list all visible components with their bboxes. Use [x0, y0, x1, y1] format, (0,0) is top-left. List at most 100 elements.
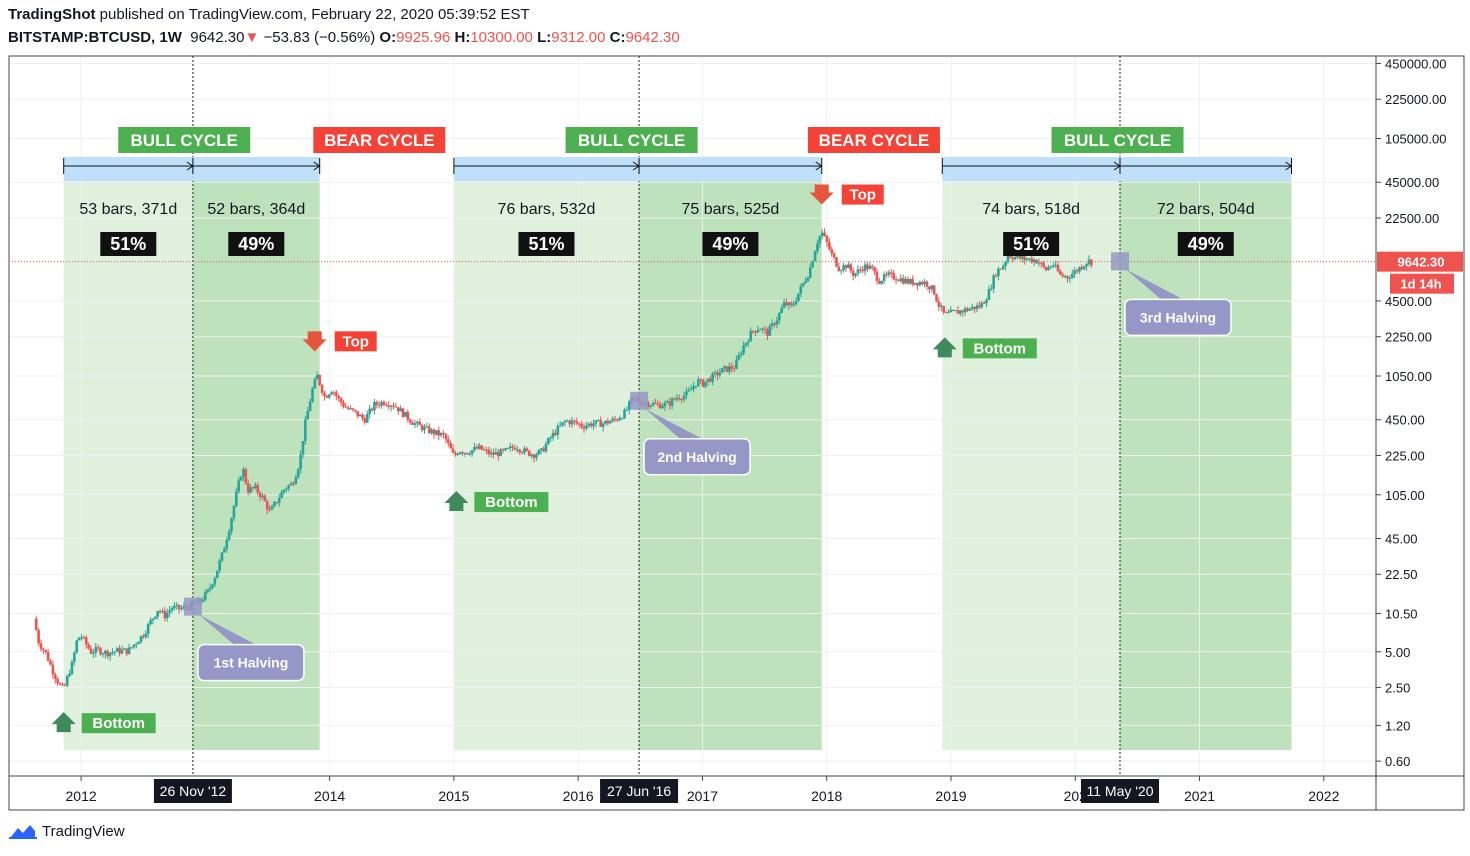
candle-body: [389, 405, 393, 407]
candle-body: [123, 648, 126, 650]
candle-body: [570, 420, 574, 425]
candle-body: [999, 268, 1003, 270]
candle-body: [1082, 266, 1086, 270]
candle-body: [466, 452, 469, 455]
candle-body: [825, 235, 829, 242]
candle-body: [516, 449, 519, 451]
countdown-label: 1d 14h: [1400, 277, 1441, 292]
candle-body: [851, 270, 855, 276]
candle-body: [789, 302, 793, 305]
candle-body: [292, 483, 295, 485]
candle-body: [70, 661, 74, 674]
candle-body: [46, 651, 50, 661]
x-tick-label: 2022: [1308, 788, 1339, 804]
candle-body: [435, 430, 438, 435]
candle-body: [718, 372, 722, 376]
candle-body: [1073, 270, 1076, 274]
candle-body: [358, 414, 362, 417]
author-name[interactable]: TradingShot: [8, 6, 96, 23]
candle-body: [792, 304, 795, 306]
pct-text: 51%: [528, 234, 564, 254]
candle-body: [258, 492, 262, 498]
candle-body: [699, 379, 703, 381]
candle-body: [346, 407, 350, 410]
candle-body: [1070, 273, 1074, 279]
candle-body: [485, 449, 488, 451]
candle-body: [349, 408, 352, 410]
candle-body: [894, 278, 898, 281]
cycle-label-bull: [1051, 127, 1184, 153]
candle-body: [132, 644, 136, 648]
x-tick-label: 2016: [563, 788, 594, 804]
candle-body: [335, 392, 338, 396]
y-tick-label: 1.20: [1385, 718, 1410, 733]
candle-body: [918, 282, 922, 286]
halving-pointer: [1125, 269, 1183, 300]
candle-body: [563, 421, 567, 423]
candle-body: [356, 411, 360, 417]
cycle-zone-dark: [1119, 180, 1292, 750]
candle-body: [901, 278, 905, 284]
candle-body: [970, 306, 974, 309]
bottom-label: [474, 492, 549, 513]
candle-body: [527, 450, 531, 456]
candle-body: [542, 448, 545, 452]
candle-body: [446, 439, 450, 444]
candle-body: [220, 552, 224, 561]
candle-body: [594, 420, 598, 424]
tradingview-logo[interactable]: TradingView: [8, 822, 125, 840]
arrow-right-icon: [815, 161, 823, 171]
candle-body: [418, 421, 421, 425]
halving-text: 3rd Halving: [1140, 309, 1216, 325]
brand-name: TradingView: [42, 822, 125, 840]
candle-body: [954, 310, 957, 312]
measure-text: 76 bars, 532d: [498, 201, 596, 218]
candle-body: [44, 650, 48, 652]
candle-body: [449, 443, 452, 449]
cycle-label-bear: [807, 127, 940, 153]
candle-body: [939, 305, 943, 307]
candle-body: [256, 485, 260, 493]
symbol-label[interactable]: BITSTAMP:BTCUSD, 1W: [8, 29, 182, 46]
candle-body: [80, 637, 83, 639]
candle-body: [463, 452, 467, 454]
candle-body: [835, 257, 838, 267]
halving-callout: [1124, 298, 1232, 337]
candle-body: [218, 560, 221, 571]
candle-body: [34, 618, 38, 631]
candle-body: [875, 271, 879, 281]
candle-body: [161, 611, 164, 613]
measure-text: 74 bars, 518d: [982, 201, 1080, 218]
candle-body: [1049, 266, 1053, 268]
candle-body: [1040, 262, 1043, 264]
candle-body: [768, 325, 772, 336]
candle-body: [885, 274, 888, 276]
candle-body: [597, 419, 600, 421]
candle-body: [204, 592, 207, 600]
candle-body: [1056, 264, 1060, 272]
candle-body: [125, 648, 129, 654]
candle-body: [716, 372, 719, 376]
candle-body: [585, 425, 588, 429]
candle-body: [1051, 265, 1055, 267]
candle-body: [704, 381, 707, 387]
candle-body: [1054, 264, 1057, 266]
candle-body: [420, 424, 424, 431]
candle-body: [287, 485, 290, 489]
candle-body: [504, 448, 507, 451]
candle-body: [1016, 255, 1019, 258]
candle-body: [770, 323, 774, 326]
candle-body: [561, 422, 564, 426]
candle-body: [413, 423, 417, 425]
candle-body: [966, 308, 969, 311]
bottom-label-text: Bottom: [92, 715, 145, 732]
candle-body: [158, 611, 162, 613]
cycle-label-text: BULL CYCLE: [578, 131, 685, 150]
high-label: H:: [454, 29, 471, 46]
candle-body: [870, 265, 874, 268]
candle-body: [327, 394, 331, 398]
candle-body: [1080, 267, 1084, 270]
candle-body: [658, 403, 662, 409]
candle-body: [856, 269, 860, 274]
